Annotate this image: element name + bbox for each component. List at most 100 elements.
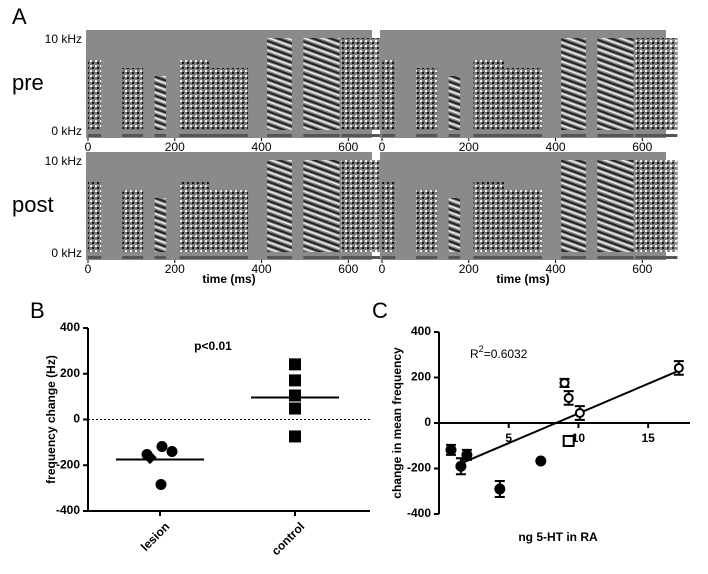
segment-bar: [381, 134, 396, 137]
marker: [559, 377, 570, 388]
segment-bar: [209, 134, 249, 137]
x-tick-label: 600: [338, 262, 358, 276]
y-tick-label: 10 kHz: [45, 154, 82, 168]
y-tick-label: 0 kHz: [51, 246, 82, 260]
annotation-part: R: [470, 347, 479, 361]
x-tick-label: 0: [85, 140, 92, 154]
syllable: [179, 182, 210, 252]
x-tick-label: 600: [632, 140, 652, 154]
marker: [673, 362, 684, 373]
segment-bar: [473, 256, 504, 259]
panel-label: B: [30, 298, 45, 323]
segment-bar: [87, 256, 102, 259]
x-tick-label: 600: [632, 262, 652, 276]
y-tick-label: -400: [407, 506, 431, 520]
x-axis-label: time (ms): [496, 272, 549, 286]
syllable: [503, 68, 543, 130]
x-tick-label: 0: [379, 140, 386, 154]
marker: [156, 440, 168, 452]
x-tick-label: 200: [165, 262, 185, 276]
marker: [563, 392, 574, 403]
syllable: [209, 68, 249, 130]
segment-bar: [561, 134, 586, 137]
segment-bar: [154, 256, 167, 259]
segment-bar: [341, 134, 384, 137]
x-tick-label: 10: [572, 431, 586, 445]
segment-bar: [179, 134, 210, 137]
row-label: post: [12, 192, 54, 217]
y-tick-label: 400: [411, 324, 431, 338]
marker: [574, 407, 585, 418]
marker: [143, 450, 157, 465]
y-axis-label: change in mean frequency: [390, 347, 404, 499]
row-label: pre: [12, 70, 44, 95]
y-tick-label: 0 kHz: [51, 124, 82, 138]
syllable: [416, 68, 438, 130]
marker: [494, 483, 506, 495]
syllable: [209, 190, 249, 252]
x-tick-label: 200: [459, 262, 479, 276]
x-tick-label: 400: [252, 262, 272, 276]
segment-bar: [87, 134, 102, 137]
syllable: [381, 60, 396, 130]
x-tick-label: 600: [338, 140, 358, 154]
annotation: R2=0.6032: [470, 344, 528, 361]
syllable: [597, 38, 634, 130]
x-tick-label: 15: [641, 431, 655, 445]
y-tick-label: -400: [56, 503, 80, 517]
syllable: [87, 60, 102, 130]
annotation: p<0.01: [194, 339, 232, 353]
syllable: [561, 38, 586, 130]
segment-bar: [635, 256, 678, 259]
x-tick-label: 0: [379, 262, 386, 276]
marker: [445, 444, 457, 456]
syllable: [448, 198, 461, 252]
panel-label: C: [372, 298, 388, 323]
annotation-part: 2: [479, 344, 484, 354]
syllable: [267, 160, 292, 252]
marker: [155, 478, 167, 490]
syllable: [473, 182, 504, 252]
syllable: [635, 38, 678, 130]
spectrogram-panel: 0 200 400 600 time (ms): [379, 152, 678, 286]
x-tick-label: 200: [165, 140, 185, 154]
x-tick-label: lesion: [138, 519, 172, 553]
y-tick-label: 0: [424, 415, 431, 429]
fit-line: [456, 369, 680, 467]
segment-bar: [416, 134, 438, 137]
segment-bar: [303, 256, 340, 259]
syllable: [154, 198, 167, 252]
syllable: [561, 160, 586, 252]
syllable: [341, 160, 384, 252]
segment-bar: [154, 134, 167, 137]
annotation-part: =0.6032: [484, 347, 528, 361]
marker: [289, 374, 301, 387]
x-tick-label: 400: [546, 262, 566, 276]
y-tick-label: 10 kHz: [45, 32, 82, 46]
syllable: [154, 76, 167, 130]
marker: [455, 460, 467, 472]
x-tick-label: control: [269, 519, 308, 558]
segment-bar: [448, 256, 461, 259]
segment-bar: [597, 134, 634, 137]
syllable: [448, 76, 461, 130]
segment-bar: [267, 134, 292, 137]
segment-bar: [503, 134, 543, 137]
segment-bar: [448, 134, 461, 137]
segment-bar: [635, 134, 678, 137]
segment-bar: [473, 134, 504, 137]
syllable: [416, 190, 438, 252]
x-tick-label: 200: [459, 140, 479, 154]
segment-bar: [416, 256, 438, 259]
marker: [289, 389, 301, 402]
marker: [562, 434, 575, 447]
spectrogram-panel: 0 200 400 600: [379, 30, 678, 154]
segment-bar: [122, 134, 144, 137]
segment-bar: [503, 256, 543, 259]
x-axis-label: time (ms): [202, 272, 255, 286]
marker: [461, 449, 473, 461]
y-tick-label: -200: [56, 457, 80, 471]
y-tick-label: -200: [407, 461, 431, 475]
syllable: [87, 182, 102, 252]
